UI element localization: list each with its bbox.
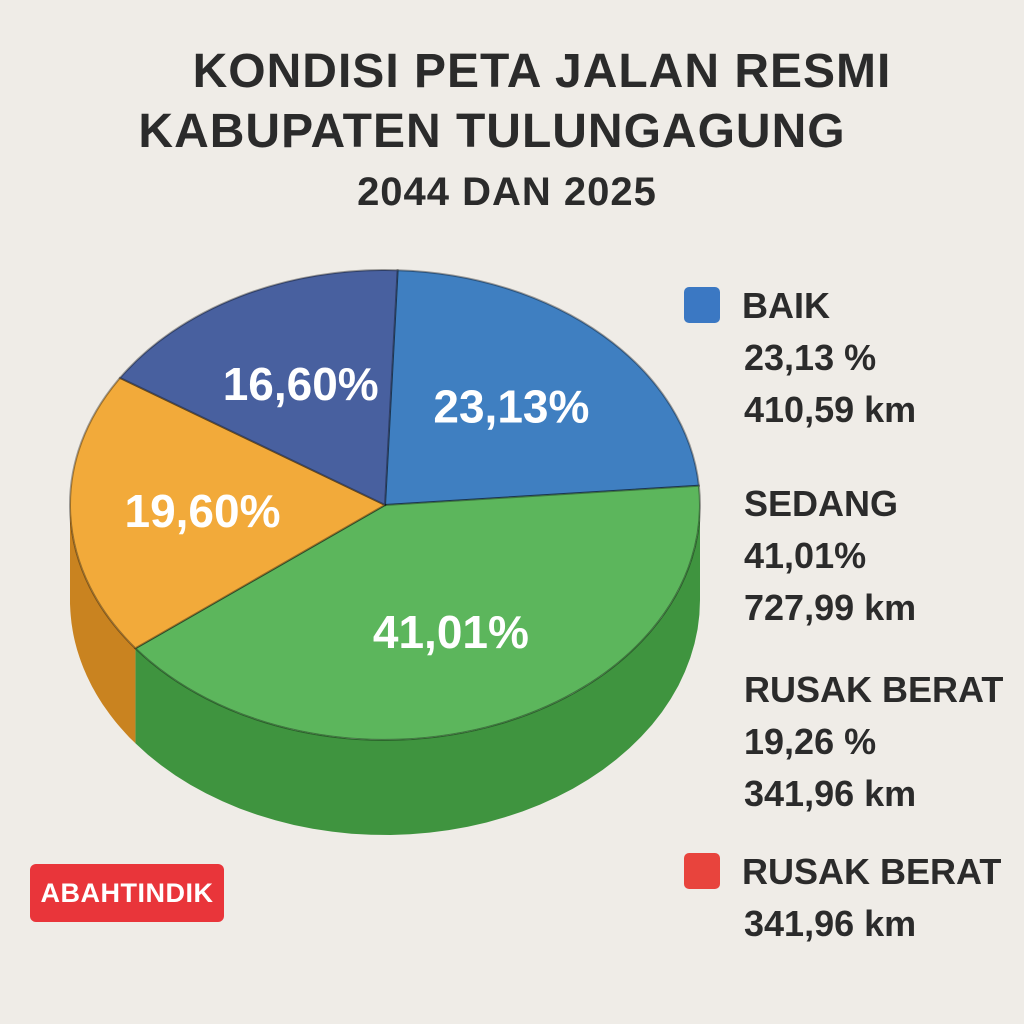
legend-percent: 23,13 %	[744, 337, 877, 378]
slice-2-percent-label: 19,60%	[124, 485, 280, 537]
slice-3-percent-label: 16,60%	[223, 358, 379, 410]
legend-entry-baik: BAIK 23,13 % 410,59 km	[684, 280, 1014, 436]
slice-sedang-side	[135, 505, 700, 835]
legend-name: SEDANG	[744, 483, 899, 524]
legend-entry-rusak-berat-red: RUSAK BERAT 341,96 km	[684, 846, 1014, 950]
slice-baik-wedge	[383, 269, 701, 507]
legend-swatch-red	[684, 853, 720, 889]
brand-badge: ABAHTINDIK	[30, 864, 224, 922]
legend-swatch-blue	[684, 287, 720, 323]
legend-name: BAIK	[742, 285, 830, 326]
slice-baik-percent-label: 23,13%	[433, 381, 589, 433]
slice-2-side	[70, 505, 136, 744]
legend-entry-sedang: SEDANG 41,01% 727,99 km	[684, 478, 1014, 634]
slice-2-wedge	[69, 376, 388, 650]
slice-sedang-percent-label: 41,01%	[373, 606, 529, 658]
pie-slices	[69, 269, 701, 741]
chart-title-line-2: KABUPATEN TULUNGAGUNG	[138, 105, 846, 158]
legend-name: RUSAK BERAT	[744, 669, 1004, 710]
legend-length: 410,59 km	[744, 389, 917, 430]
legend-length: 341,96 km	[744, 903, 917, 944]
legend-name: RUSAK BERAT	[742, 851, 1002, 892]
legend-percent: 19,26 %	[744, 721, 877, 762]
slice-sedang-wedge	[133, 484, 701, 741]
legend-length: 727,99 km	[744, 587, 917, 628]
legend-percent: 41,01%	[744, 535, 867, 576]
legend-entry-rusak-berat: RUSAK BERAT 19,26 % 341,96 km	[684, 664, 1014, 820]
legend-length: 341,96 km	[744, 773, 917, 814]
pie-sides	[70, 505, 700, 835]
chart-title-line-1: KONDISI PETA JALAN RESMI	[192, 45, 892, 98]
slice-3-wedge	[118, 269, 399, 507]
chart-subtitle-years: 2044 DAN 2025	[357, 170, 657, 214]
pie-slice-labels: 23,13% 41,01% 19,60% 16,60%	[124, 358, 589, 658]
